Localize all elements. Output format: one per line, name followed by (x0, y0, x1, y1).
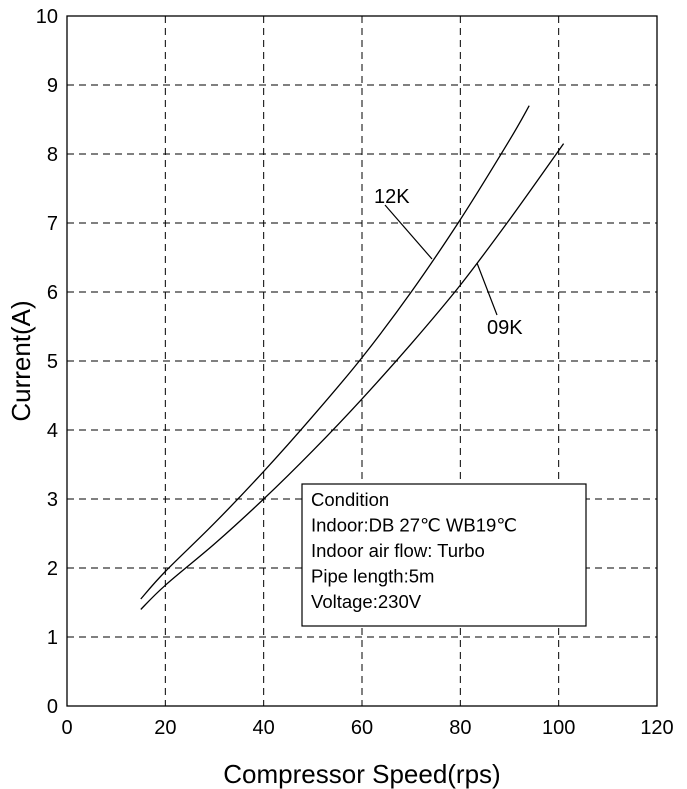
y-tick-label: 3 (47, 489, 58, 511)
series-leader-lines (384, 204, 498, 316)
condition-indoor-temp: Indoor:DB 27℃ WB19℃ (311, 515, 517, 536)
leader-line-09k (476, 262, 498, 316)
x-tick-label: 100 (542, 717, 575, 739)
condition-box: Condition Indoor:DB 27℃ WB19℃ Indoor air… (301, 483, 587, 627)
x-tick-label: 120 (640, 717, 673, 739)
condition-pipe-length: Pipe length:5m (311, 566, 434, 587)
x-axis-title: Compressor Speed(rps) (223, 759, 500, 789)
condition-voltage: Voltage:230V (311, 591, 422, 612)
x-tick-label: 40 (253, 717, 275, 739)
y-tick-label: 5 (47, 351, 58, 373)
series-curves (140, 105, 565, 610)
x-tick-labels: 0 20 40 60 80 100 120 (61, 717, 673, 739)
plot-frame (66, 15, 658, 707)
series-curve-09k (140, 143, 565, 610)
y-tick-label: 10 (36, 6, 58, 28)
x-tick-label: 80 (449, 717, 471, 739)
leader-line-12k (384, 204, 433, 260)
series-curve-12k (140, 105, 530, 600)
series-label-12k: 12K (374, 186, 410, 208)
y-tick-label: 0 (47, 696, 58, 718)
x-tick-label: 20 (154, 717, 176, 739)
y-tick-label: 8 (47, 144, 58, 166)
condition-title: Condition (311, 489, 389, 510)
y-tick-label: 7 (47, 213, 58, 235)
x-tick-label: 60 (351, 717, 373, 739)
y-tick-label: 6 (47, 282, 58, 304)
series-labels: 12K 09K (374, 186, 523, 339)
condition-box-frame (301, 483, 587, 627)
x-tick-label: 0 (61, 717, 72, 739)
y-tick-label: 1 (47, 627, 58, 649)
y-tick-label: 9 (47, 75, 58, 97)
y-tick-label: 4 (47, 420, 58, 442)
y-tick-labels: 0 1 2 3 4 5 6 7 8 9 10 (36, 6, 58, 718)
condition-air-flow: Indoor air flow: Turbo (311, 540, 485, 561)
y-tick-label: 2 (47, 558, 58, 580)
grid-lines (67, 16, 657, 706)
y-axis-title: Current(A) (6, 300, 36, 421)
series-label-09k: 09K (487, 317, 523, 339)
